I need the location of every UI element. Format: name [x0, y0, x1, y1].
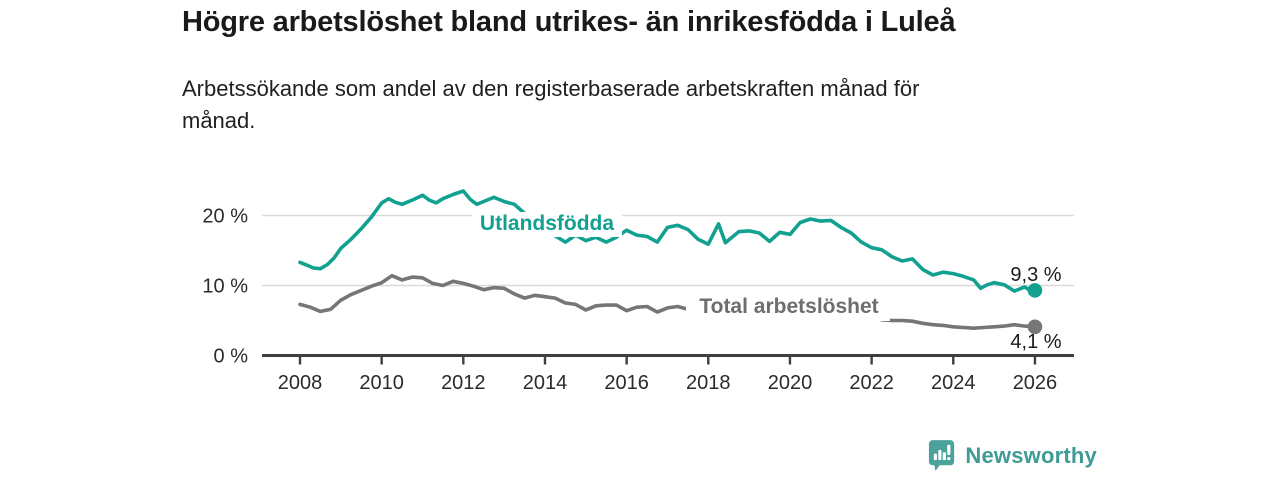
- y-tick-label: 0 %: [214, 346, 249, 368]
- x-tick-label: 2016: [604, 372, 649, 394]
- x-tick-label: 2022: [849, 372, 894, 394]
- series-label-mask: [472, 212, 622, 237]
- x-tick-label: 2008: [278, 372, 323, 394]
- x-tick-label: 2026: [1013, 372, 1058, 394]
- chart-subtitle: Arbetssökande som andel av den registerb…: [182, 73, 1082, 137]
- x-tick-label: 2010: [359, 372, 404, 394]
- y-tick-label: 10 %: [202, 276, 248, 298]
- chart-subtitle-line-2: månad.: [182, 108, 256, 134]
- chart-header: Högre arbetslöshet bland utrikes- än inr…: [182, 6, 1082, 137]
- x-tick-label: 2024: [931, 372, 976, 394]
- x-tick-label: 2020: [768, 372, 813, 394]
- newsworthy-wordmark: Newsworthy: [965, 442, 1097, 468]
- series-label-utlandsfodda: Utlandsfödda: [480, 212, 614, 235]
- series-line-utlandsfodda: [298, 189, 1037, 293]
- x-tick-label: 2014: [523, 372, 568, 394]
- series-label-total: Total arbetslöshet: [699, 295, 878, 318]
- newsworthy-logo: Newsworthy: [928, 439, 1097, 472]
- y-tick-label: 20 %: [202, 206, 248, 228]
- chart-subtitle-line-1: Arbetssökande som andel av den registerb…: [182, 76, 920, 102]
- series-end-dot-total: [1027, 319, 1043, 335]
- bar-chart-speech-bubble-icon: [929, 440, 955, 471]
- series-line-total: [298, 273, 1037, 330]
- series-end-value-utlandsfodda: 9,3 %: [1010, 264, 1061, 286]
- x-tick-label: 2012: [441, 372, 486, 394]
- chart-title: Högre arbetslöshet bland utrikes- än inr…: [182, 6, 956, 38]
- series-label-mask: [686, 294, 890, 321]
- series-end-dot-utlandsfodda: [1027, 283, 1043, 298]
- series-end-value-total: 4,1 %: [1010, 331, 1061, 353]
- x-tick-label: 2018: [686, 372, 731, 394]
